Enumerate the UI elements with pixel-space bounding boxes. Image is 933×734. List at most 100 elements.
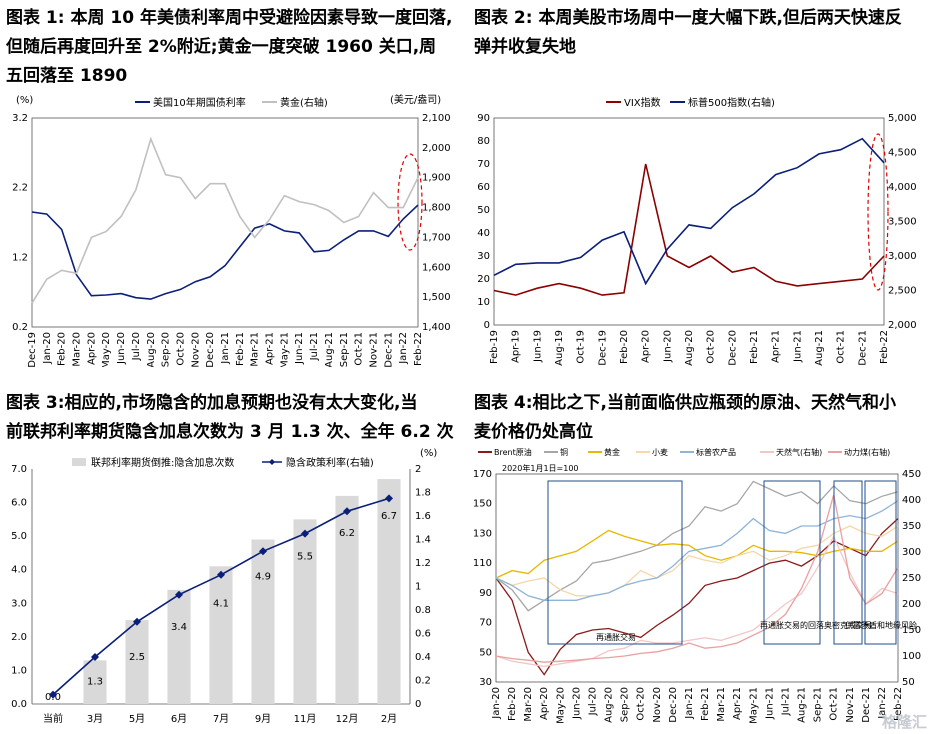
x-tick-label: Jun-21 (764, 687, 775, 720)
line-marker (175, 590, 183, 599)
y-right-tick-label: 3,500 (888, 217, 917, 228)
legend-label: 动力煤(右轴) (844, 447, 890, 457)
y-left-tick-label: 2.2 (12, 183, 28, 194)
annotation-box (763, 480, 821, 645)
series-line (495, 534, 899, 668)
line-marker (385, 494, 393, 503)
y-left-tick-label: 170 (473, 469, 492, 480)
left-unit-label: (%) (16, 95, 33, 106)
y-left-tick-label: 70 (477, 159, 490, 170)
y-right-tick-label: 1,600 (422, 262, 451, 273)
y-right-tick-label: 1,900 (422, 173, 451, 184)
bar (209, 566, 233, 704)
x-tick-label: Jan-20 (42, 332, 53, 365)
y-right-tick-label: 0.6 (415, 629, 431, 640)
y-right-tick-label: 0 (415, 699, 421, 710)
y-right-tick-label: 1.8 (415, 488, 431, 499)
x-tick-label: Dec-20 (727, 330, 738, 366)
panel-2-title-line: 弹并收复失地 (474, 37, 576, 57)
x-tick-label: Aug-21 (814, 330, 825, 366)
x-tick-label: Dec-20 (668, 687, 679, 723)
y-right-tick-label: 1,700 (422, 232, 451, 243)
legend-label: 联邦利率期货倒推:隐含加息次数 (91, 456, 234, 469)
y-left-tick-label: 6.0 (11, 498, 27, 509)
y-right-tick-label: 3,000 (888, 251, 917, 262)
y-left-tick-label: 30 (479, 677, 492, 688)
line-marker (49, 690, 57, 699)
panel-4-title-line: 图表 4:相比之下,当前面临供应瓶颈的原油、天然气和小 (474, 393, 897, 413)
x-tick-label: Nov-20 (652, 687, 663, 723)
annotation-label: 再通胀交易的回落 (760, 620, 824, 630)
y-left-tick-label: 0 (484, 320, 490, 331)
y-right-tick-label: 250 (902, 573, 921, 584)
annotation-box (833, 480, 863, 645)
x-tick-label: Jun-21 (792, 330, 803, 363)
x-tick-label: Apr-20 (641, 330, 652, 363)
right-unit-label: (美元/盎司) (390, 93, 441, 106)
x-tick-label: Sep-21 (813, 687, 824, 722)
x-tick-label: Mar-21 (250, 332, 261, 367)
x-tick-label: 11月 (294, 713, 317, 725)
x-tick-label: Aug-20 (604, 687, 615, 723)
y-right-tick-label: 0.2 (415, 676, 431, 687)
x-tick-label: May-20 (555, 687, 566, 724)
x-tick-label: Aug-21 (324, 332, 335, 367)
legend-label: Brent原油 (494, 447, 532, 457)
annotation-box (547, 480, 683, 645)
series-line (31, 204, 419, 300)
y-left-tick-label: 1.2 (12, 252, 28, 263)
legend-label: 黄金 (604, 447, 620, 457)
bar-data-label: 3.4 (171, 622, 187, 633)
bar-data-label: 1.3 (87, 676, 103, 687)
panel-3: 图表 3:相应的,市场隐含的加息预期也没有太大变化,当 前联邦利率期货隐含加息次… (0, 367, 466, 734)
x-tick-label: Jul-20 (587, 687, 598, 716)
series-line (495, 525, 899, 597)
panel-3-title-line: 前联邦利率期货隐含加息次数为 3 月 1.3 次、全年 6.2 次 (6, 422, 454, 442)
x-tick-label: Feb-20 (507, 687, 518, 721)
x-tick-label: Apr-21 (771, 330, 782, 363)
annotation-box (864, 480, 897, 645)
x-tick-label: Apr-19 (511, 330, 522, 363)
x-tick-label: 9月 (255, 713, 271, 725)
x-tick-label: Nov-20 (190, 332, 201, 367)
y-right-tick-label: 350 (902, 521, 921, 532)
x-tick-label: Jul-21 (309, 332, 320, 361)
panel-1-title: 图表 1: 本周 10 年美债利率周中受避险因素导致一度回落, 但随后再度回升至… (6, 4, 464, 91)
x-tick-label: Oct-21 (829, 687, 840, 721)
x-tick-label: Aug-20 (684, 330, 695, 366)
bar-data-label: 5.5 (297, 551, 313, 562)
panel-1-title-line: 但随后再度回升至 2%附近;黄金一度突破 1960 关口,周 (6, 37, 437, 57)
y-right-tick-label: 1.4 (415, 535, 431, 546)
y-left-tick-label: 1.0 (11, 665, 27, 676)
x-tick-label: Jul-20 (131, 332, 142, 361)
y-right-tick-label: 100 (902, 651, 921, 662)
x-tick-label: Mar-20 (523, 687, 534, 722)
y-right-tick-label: 300 (902, 547, 921, 558)
x-tick-label: Feb-22 (893, 687, 904, 721)
x-tick-label: Aug-19 (554, 330, 565, 366)
x-tick-label: Feb-21 (749, 330, 760, 364)
bar (125, 620, 149, 704)
x-tick-label: 3月 (87, 713, 103, 725)
legend-marker (269, 459, 275, 465)
panel-4: 图表 4:相比之下,当前面临供应瓶颈的原油、天然气和小 麦价格仍处高位 Bren… (466, 367, 933, 734)
x-tick-label: 6月 (171, 713, 187, 725)
line-marker (301, 529, 309, 538)
bar (167, 589, 191, 704)
panel-2: 图表 2: 本周美股市场周中一度大幅下跌,但后两天快速反 弹并收复失地 VIX指… (466, 0, 933, 367)
x-tick-label: Dec-20 (205, 332, 216, 367)
y-left-tick-label: 50 (479, 647, 492, 658)
base-note: 2020年1月1日=100 (502, 463, 579, 473)
x-tick-label: Feb-22 (413, 332, 424, 366)
y-right-tick-label: 450 (902, 469, 921, 480)
x-tick-label: Oct-19 (576, 330, 587, 364)
series-line (495, 494, 899, 663)
x-tick-label: Apr-20 (86, 332, 97, 365)
x-tick-label: May-20 (101, 332, 112, 367)
bar-data-label: 2.5 (129, 652, 145, 663)
x-tick-label: Jun-21 (294, 332, 305, 365)
legend-label: 标普农产品 (696, 447, 736, 457)
series-line (495, 500, 899, 601)
x-tick-label: Jan-21 (684, 687, 695, 720)
y-right-tick-label: 400 (902, 495, 921, 506)
